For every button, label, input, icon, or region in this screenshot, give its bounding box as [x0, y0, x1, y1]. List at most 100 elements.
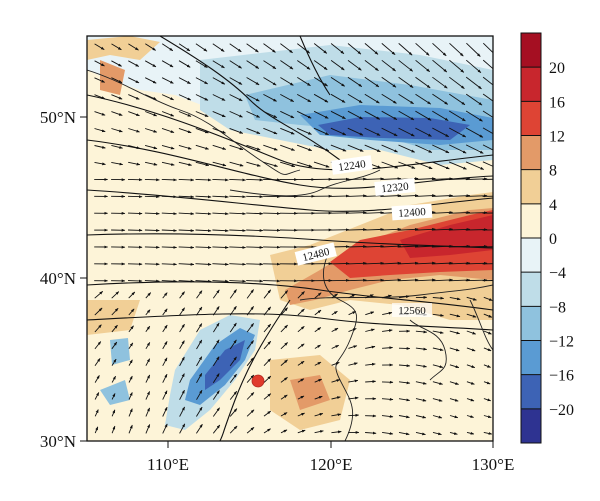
wind-arrow	[246, 161, 261, 167]
wind-arrow	[365, 328, 375, 332]
colorbar-bin	[521, 203, 541, 239]
wind-arrow	[381, 76, 397, 88]
wind-arrow	[364, 144, 381, 153]
wind-arrow	[263, 428, 271, 434]
wind-arrow	[314, 395, 323, 400]
wind-arrow	[144, 77, 157, 84]
wind-arrow	[465, 261, 488, 265]
wind-arrow	[330, 77, 346, 87]
wind-arrow	[415, 330, 428, 334]
wind-arrow	[415, 415, 427, 419]
colorbar-tick-label: 8	[549, 163, 557, 180]
wind-arrow	[94, 392, 100, 400]
wind-arrow	[398, 381, 411, 385]
wind-arrow	[94, 161, 106, 166]
colorbar-bin	[521, 238, 541, 273]
wind-arrow	[449, 42, 464, 57]
wind-arrow	[431, 227, 453, 231]
wind-arrow	[196, 423, 203, 434]
wind-arrow	[212, 407, 220, 417]
wind-arrow	[348, 310, 357, 316]
colorbar-tick-label: −16	[549, 368, 574, 385]
wind-arrow	[161, 127, 175, 133]
wind-arrow	[280, 290, 289, 299]
wind-arrow	[297, 291, 305, 299]
wind-arrow	[213, 339, 220, 350]
blue-patch-sw-2	[100, 380, 130, 405]
lat-label-40n: 40°N	[40, 269, 76, 288]
wind-arrow	[246, 127, 261, 135]
wind-arrow	[448, 278, 471, 282]
wind-arrow	[94, 128, 106, 133]
wind-arrow	[330, 127, 347, 136]
wind-arrow	[330, 43, 345, 55]
wind-arrow	[465, 110, 483, 122]
wind-arrow	[482, 263, 493, 265]
wind-arrow	[364, 110, 381, 120]
wind-arrow	[365, 294, 374, 299]
wind-arrow	[348, 379, 359, 383]
wind-arrow	[212, 94, 226, 101]
wind-arrow	[365, 431, 377, 435]
wind-arrow	[330, 194, 350, 198]
wind-arrow	[195, 43, 208, 52]
svg-text:12400: 12400	[398, 206, 427, 220]
wind-arrow	[448, 110, 466, 122]
wind-arrow	[415, 161, 433, 170]
wind-arrow	[229, 373, 237, 383]
colorbar-tick-label: 12	[549, 129, 565, 146]
wind-arrow	[414, 194, 436, 197]
wind-arrow	[161, 144, 175, 150]
wind-arrow	[297, 378, 305, 383]
colorbar-bin	[521, 169, 541, 205]
wind-arrow	[330, 93, 346, 103]
wind-arrow	[178, 144, 192, 150]
wind-arrow	[382, 431, 394, 435]
wind-arrow	[179, 291, 185, 299]
wind-arrow	[145, 292, 152, 299]
wind-arrow	[161, 43, 174, 52]
wind-arrow	[179, 373, 185, 384]
wind-arrow	[431, 194, 453, 198]
wind-arrow	[466, 59, 482, 74]
wind-arrow	[348, 328, 357, 333]
wind-arrow	[482, 161, 493, 167]
wind-arrow	[111, 77, 123, 84]
wind-arrow	[246, 212, 264, 216]
wind-arrow	[280, 377, 288, 383]
wind-arrow	[195, 178, 212, 182]
wind-arrow	[263, 323, 272, 333]
wind-arrow	[483, 364, 491, 368]
wind-arrow	[212, 424, 221, 434]
wind-arrow	[415, 42, 430, 56]
wind-arrow	[432, 431, 442, 436]
wind-arrow	[280, 394, 288, 400]
wind-arrow	[94, 60, 105, 67]
wind-arrow	[330, 144, 347, 152]
wind-arrow	[162, 373, 168, 383]
wind-arrow	[127, 279, 143, 283]
wind-arrow	[127, 212, 143, 215]
wind-arrow	[347, 93, 363, 104]
wind-arrow	[296, 161, 313, 168]
wind-arrow	[111, 161, 124, 166]
wind-arrow	[178, 43, 191, 52]
wind-arrow	[246, 323, 254, 333]
wind-arrow	[263, 279, 281, 283]
wind-arrow	[246, 43, 259, 53]
wind-arrow	[364, 194, 384, 198]
colorbar: 20 16 12 8 4 0 −4 −8 −12 −16 −20	[520, 32, 574, 444]
wind-arrow	[381, 261, 402, 265]
orange-patch-w	[100, 60, 125, 95]
wind-arrow	[195, 195, 212, 199]
wind-arrow	[483, 347, 492, 352]
wind-arrow	[246, 289, 254, 299]
tan-patch-nw	[87, 36, 160, 60]
wind-arrow	[229, 425, 238, 434]
wind-arrow	[246, 195, 264, 199]
colorbar-tick-label: 0	[549, 231, 557, 248]
wind-arrow	[128, 128, 140, 133]
wind-arrow	[449, 330, 461, 335]
wind-arrow	[381, 144, 398, 153]
wind-arrow	[466, 431, 475, 435]
